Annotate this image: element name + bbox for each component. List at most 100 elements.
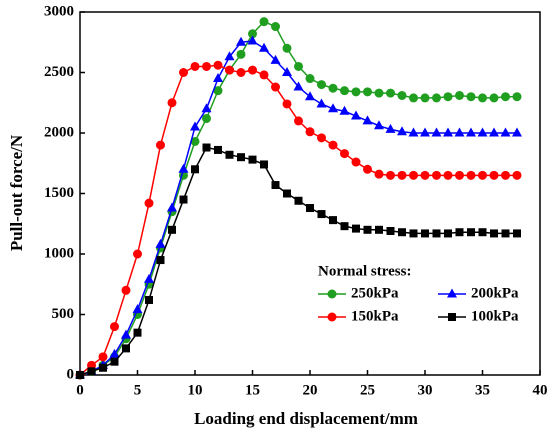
marker	[178, 163, 189, 173]
marker	[397, 170, 407, 180]
marker	[512, 92, 522, 102]
marker	[351, 110, 361, 120]
legend-label: 100kPa	[471, 308, 519, 324]
marker	[340, 222, 349, 231]
marker	[467, 228, 475, 237]
marker	[282, 99, 292, 109]
marker	[512, 170, 522, 180]
marker	[409, 170, 418, 180]
marker	[374, 120, 384, 130]
marker	[202, 113, 211, 123]
marker	[270, 54, 281, 64]
marker	[236, 68, 246, 77]
x-tick-label: 0	[76, 382, 84, 398]
marker	[213, 60, 223, 70]
marker	[466, 92, 476, 102]
marker	[443, 127, 453, 137]
marker	[259, 17, 269, 27]
marker	[121, 329, 131, 339]
legend-label: 150kPa	[351, 308, 399, 324]
x-tick-label: 10	[188, 382, 203, 398]
marker	[283, 189, 291, 198]
marker	[352, 224, 360, 233]
marker	[282, 43, 292, 53]
series-line	[79, 64, 517, 376]
marker	[501, 170, 510, 180]
marker	[213, 86, 223, 96]
marker	[512, 127, 522, 137]
marker	[190, 136, 200, 146]
marker	[76, 371, 84, 379]
series-line	[79, 146, 517, 376]
marker	[294, 61, 303, 71]
y-tick-label: 2000	[44, 124, 74, 140]
marker	[420, 170, 430, 180]
marker	[420, 127, 430, 137]
marker	[444, 229, 452, 238]
marker	[317, 80, 326, 90]
marker	[144, 198, 154, 208]
marker	[259, 42, 269, 52]
marker	[374, 88, 384, 98]
marker	[340, 149, 349, 159]
marker	[110, 322, 119, 332]
marker	[225, 150, 234, 159]
marker	[156, 256, 165, 265]
marker	[145, 295, 153, 304]
marker	[271, 181, 280, 190]
marker	[237, 153, 245, 162]
marker	[293, 81, 304, 91]
marker	[443, 92, 453, 102]
marker	[363, 87, 372, 97]
marker	[455, 90, 464, 100]
marker	[248, 29, 257, 39]
marker	[500, 127, 511, 137]
x-tick-label: 20	[303, 382, 318, 398]
marker	[431, 127, 442, 137]
marker	[155, 238, 166, 248]
marker	[305, 127, 315, 137]
marker	[260, 160, 268, 169]
marker	[191, 165, 199, 174]
marker	[385, 123, 396, 133]
y-tick-label: 1500	[44, 185, 74, 201]
marker	[225, 65, 234, 75]
marker	[167, 98, 177, 108]
y-tick-label: 2500	[44, 64, 74, 80]
marker	[122, 344, 130, 353]
marker	[306, 204, 314, 213]
marker	[351, 157, 361, 167]
marker	[236, 36, 246, 46]
marker	[190, 121, 200, 131]
marker	[110, 357, 119, 366]
marker	[489, 127, 499, 137]
x-tick-label: 5	[134, 382, 142, 398]
marker	[294, 196, 303, 205]
x-tick-label: 30	[418, 382, 433, 398]
x-axis-label: Loading end displacement/mm	[194, 409, 418, 428]
marker	[201, 103, 212, 113]
marker	[478, 93, 487, 103]
marker	[327, 289, 337, 299]
marker	[213, 73, 223, 83]
marker	[328, 83, 338, 93]
marker	[432, 170, 441, 180]
legend-label: 250kPa	[351, 285, 399, 301]
marker	[501, 229, 510, 238]
marker	[294, 116, 303, 126]
y-tick-label: 0	[67, 366, 75, 382]
marker	[248, 155, 257, 164]
marker	[305, 91, 315, 101]
marker	[340, 86, 349, 96]
marker	[167, 202, 177, 212]
marker	[339, 105, 350, 115]
marker	[271, 22, 280, 32]
marker	[397, 90, 407, 100]
marker	[98, 352, 108, 362]
marker	[99, 363, 107, 372]
marker	[421, 229, 429, 238]
series-line	[79, 40, 517, 376]
marker	[133, 249, 142, 259]
marker	[432, 93, 441, 103]
